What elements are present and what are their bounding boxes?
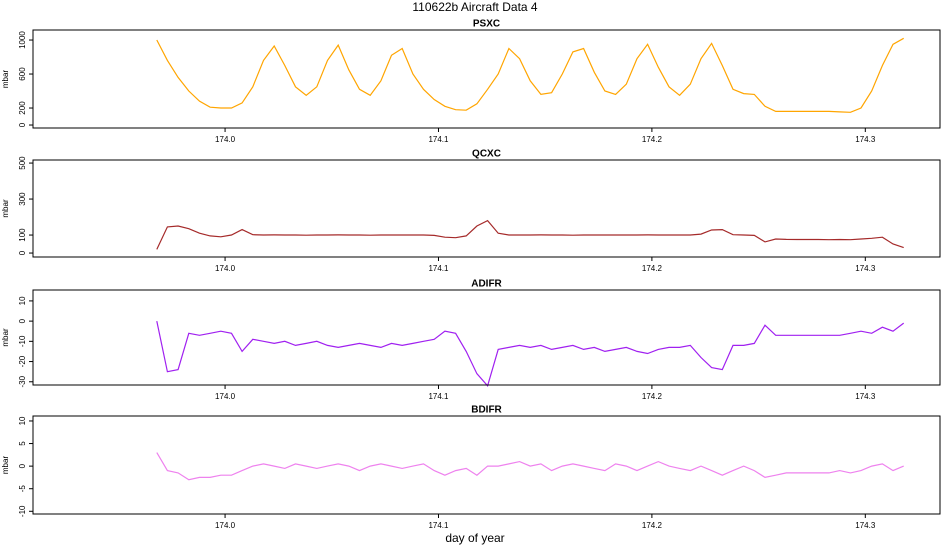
plot-frame <box>32 289 941 386</box>
panel-title: PSXC <box>473 19 500 30</box>
y-tick-label: 0 <box>18 122 27 127</box>
y-tick-label: 0 <box>18 250 27 255</box>
data-line <box>156 219 904 250</box>
y-tick-label: -20 <box>18 355 27 367</box>
x-tick-label: 174.1 <box>428 264 449 273</box>
y-tick-label: 300 <box>18 192 27 206</box>
y-tick-label: -10 <box>18 335 27 347</box>
panel-title: ADIFR <box>471 279 502 290</box>
x-tick-label: 174.2 <box>642 521 663 530</box>
x-tick-label: 174.0 <box>215 135 236 144</box>
x-tick-label: 174.3 <box>855 135 876 144</box>
y-tick-label: -10 <box>18 505 27 517</box>
plot-frame <box>32 29 941 129</box>
y-tick-label: 500 <box>18 156 27 170</box>
data-line <box>156 320 905 388</box>
x-tick-label: 174.1 <box>428 521 449 530</box>
y-tick-label: -30 <box>18 375 27 387</box>
x-tick-label: 174.2 <box>642 135 663 144</box>
y-axis-label: mbar <box>1 328 10 347</box>
chart-title: 110622b Aircraft Data 4 <box>412 0 538 14</box>
x-tick-label: 174.3 <box>855 521 876 530</box>
y-tick-label: 0 <box>18 318 27 323</box>
x-tick-label: 174.2 <box>642 392 663 401</box>
data-line <box>156 452 904 481</box>
y-tick-label: 100 <box>18 228 27 242</box>
y-axis-label: mbar <box>1 70 10 89</box>
plot-frame <box>32 159 941 258</box>
x-tick-label: 174.3 <box>855 392 876 401</box>
y-tick-label: 5 <box>18 441 27 446</box>
x-tick-label: 174.1 <box>428 392 449 401</box>
x-axis-label: day of year <box>445 531 504 545</box>
x-tick-label: 174.1 <box>428 135 449 144</box>
y-tick-label: 10 <box>18 416 27 425</box>
y-axis-label: mbar <box>1 456 10 475</box>
panel-title: QCXC <box>472 149 501 160</box>
y-tick-label: 10 <box>18 296 27 305</box>
x-tick-label: 174.2 <box>642 264 663 273</box>
y-tick-label: 200 <box>18 101 27 115</box>
x-tick-label: 174.0 <box>215 264 236 273</box>
x-tick-label: 174.3 <box>855 264 876 273</box>
x-tick-label: 174.0 <box>215 392 236 401</box>
x-tick-label: 174.0 <box>215 521 236 530</box>
data-line <box>156 37 904 113</box>
y-tick-label: -5 <box>18 485 27 493</box>
panel-title: BDIFR <box>471 405 502 416</box>
y-tick-label: 600 <box>18 67 27 81</box>
y-axis-label: mbar <box>1 199 10 218</box>
y-tick-label: 1000 <box>18 31 27 49</box>
plot-frame <box>32 415 941 515</box>
y-tick-label: 0 <box>18 463 27 468</box>
